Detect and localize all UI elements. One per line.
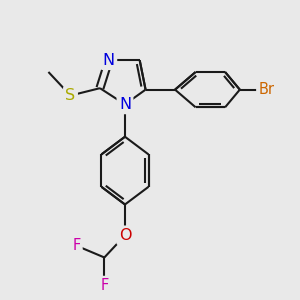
Text: O: O [119, 228, 131, 243]
Text: Br: Br [258, 82, 274, 97]
Text: F: F [100, 278, 109, 293]
Text: N: N [119, 97, 131, 112]
Text: N: N [103, 53, 115, 68]
Text: F: F [72, 238, 80, 253]
Text: S: S [65, 88, 76, 103]
